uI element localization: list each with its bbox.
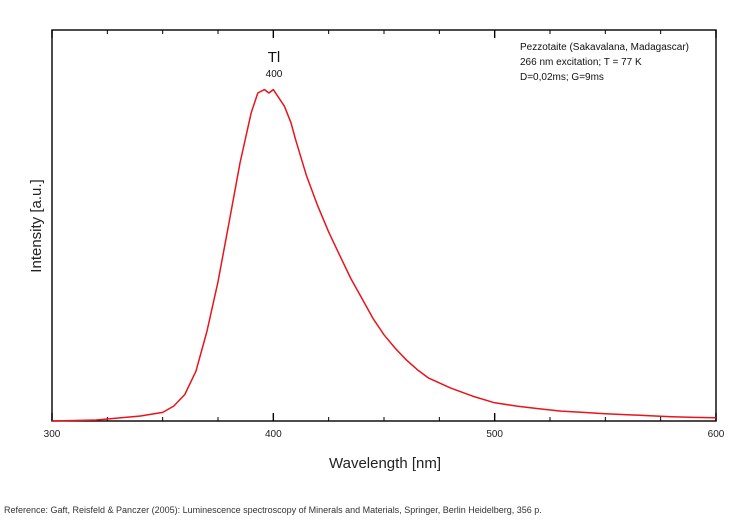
legend-line-timing: D=0,02ms; G=9ms: [520, 72, 604, 83]
series-layer: [51, 88, 717, 422]
y-axis-label: Intensity [a.u.]: [28, 179, 45, 272]
plot-frame: [51, 29, 717, 422]
x-axis-label: Wavelength [nm]: [329, 455, 441, 472]
x-tick-label: 300: [44, 429, 61, 440]
x-tick-label: 400: [265, 429, 282, 440]
x-axis-tick-labels: 300 400 500 600: [44, 429, 725, 440]
legend-line-sample: Pezzotaite (Sakavalana, Madagascar): [520, 42, 689, 53]
legend: Pezzotaite (Sakavalana, Madagascar) 266 …: [520, 42, 689, 83]
x-axis-ticks: [51, 30, 717, 421]
spectrum-series-line: [51, 88, 717, 422]
reference-note: Reference: Gaft, Reisfeld & Panczer (200…: [4, 505, 542, 515]
x-tick-label: 500: [486, 429, 503, 440]
legend-line-excitation: 266 nm excitation; T = 77 K: [520, 57, 642, 68]
peak-wavelength-annotation: 400: [266, 69, 283, 80]
peak-element-annotation: Tl: [268, 49, 281, 66]
x-tick-label: 600: [708, 429, 725, 440]
